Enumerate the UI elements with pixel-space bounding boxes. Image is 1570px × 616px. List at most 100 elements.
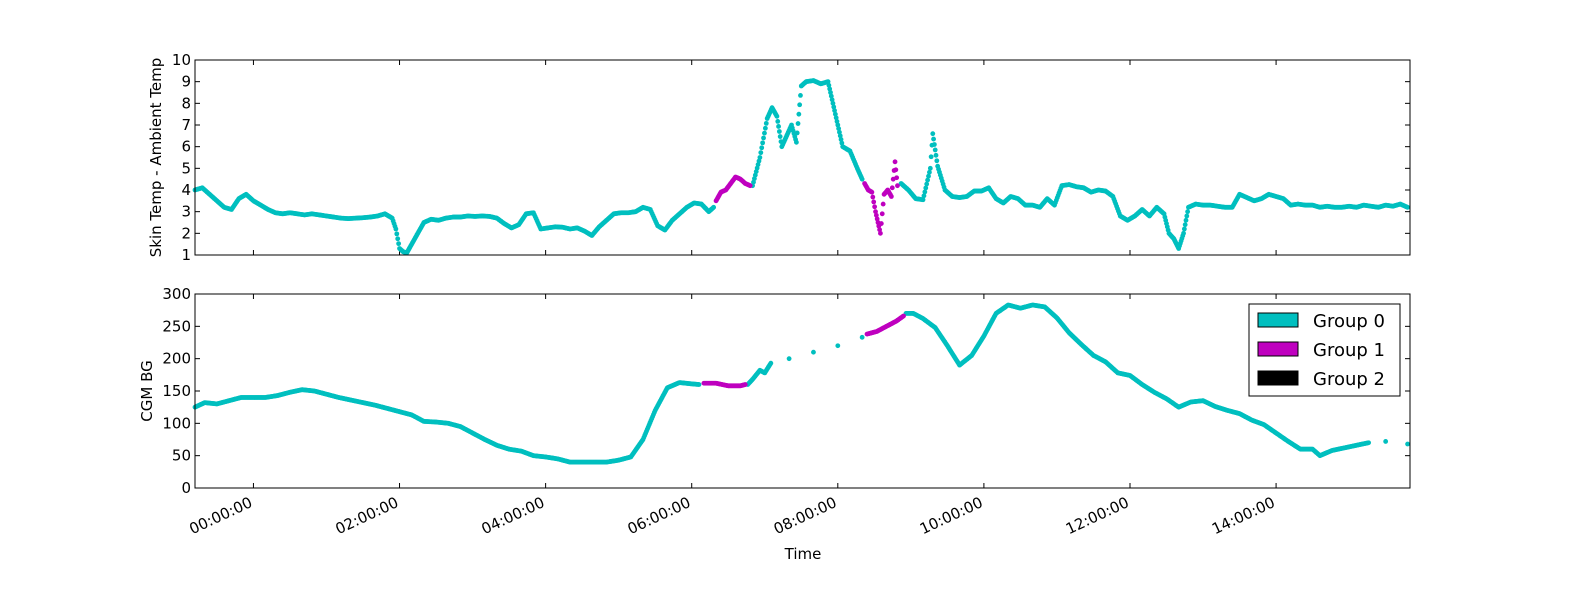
data-point <box>837 133 843 139</box>
data-point <box>878 221 884 226</box>
data-point <box>742 382 748 387</box>
data-point <box>934 158 940 164</box>
data-point <box>762 125 768 131</box>
top-y-tick-label: 4 <box>181 181 191 199</box>
data-point <box>859 334 865 340</box>
data-point <box>1184 213 1190 219</box>
series-group-0 <box>192 78 1410 256</box>
data-point <box>775 118 781 124</box>
data-point <box>880 201 886 207</box>
top-y-tick-label: 2 <box>181 224 191 242</box>
data-point <box>1405 204 1410 210</box>
data-point <box>828 90 833 95</box>
data-point <box>889 185 895 191</box>
data-point <box>872 204 878 210</box>
data-point <box>759 145 765 151</box>
data-point <box>826 82 832 88</box>
cgm-bg-subplot: 0 50 100 150 200 250 300 00:00:00 02:00:00 04:00… <box>138 285 1411 563</box>
bottom-y-axis-label: CGM BG <box>138 360 156 421</box>
x-tick-label: 10:00:00 <box>917 493 986 538</box>
data-point <box>888 194 894 199</box>
data-point <box>786 356 792 362</box>
bottom-y-tick-label: 100 <box>162 414 191 432</box>
data-point <box>871 199 877 205</box>
data-point <box>879 211 885 217</box>
data-point <box>762 130 767 136</box>
data-point <box>859 176 865 182</box>
data-point <box>930 131 936 137</box>
data-point <box>927 165 933 171</box>
data-point <box>921 193 927 199</box>
legend: Group 0 Group 1 Group 2 <box>1248 303 1401 397</box>
data-point <box>832 108 837 113</box>
data-point <box>892 159 898 165</box>
data-point <box>920 197 926 203</box>
data-point <box>931 136 936 142</box>
bottom-plot-area <box>195 294 1410 488</box>
data-point <box>776 124 781 129</box>
bottom-y-tick-label: 150 <box>162 382 191 400</box>
bottom-y-axis-ticks: 0 50 100 150 200 250 300 <box>162 285 1410 497</box>
data-point <box>873 212 879 218</box>
skin-temp-subplot: 1 2 3 4 5 6 7 8 9 10 Skin Temp - Ambient Temp <box>147 51 1411 264</box>
data-point <box>1383 439 1389 444</box>
data-point <box>794 139 799 145</box>
top-plot-area <box>195 60 1410 255</box>
data-point <box>768 360 774 366</box>
data-point <box>893 167 899 173</box>
data-point <box>832 111 838 117</box>
data-point <box>873 209 878 215</box>
data-point <box>895 183 900 189</box>
data-point <box>825 79 831 85</box>
top-y-tick-label: 9 <box>181 73 191 91</box>
series-group-1 <box>701 313 906 389</box>
data-point <box>869 189 875 195</box>
top-data-points <box>192 78 1410 256</box>
data-point <box>925 177 930 183</box>
top-x-axis-ticks <box>252 60 1277 255</box>
bottom-y-tick-label: 50 <box>172 447 191 465</box>
data-point <box>1183 217 1189 223</box>
top-y-tick-label: 1 <box>181 246 191 264</box>
data-point <box>811 349 816 355</box>
data-point <box>763 120 769 126</box>
data-point <box>711 204 717 210</box>
top-y-tick-label: 5 <box>181 159 191 177</box>
data-point <box>747 183 753 189</box>
data-point <box>928 154 934 160</box>
top-y-tick-label: 3 <box>181 203 191 221</box>
data-point <box>760 140 766 146</box>
top-y-tick-label: 8 <box>181 94 191 112</box>
data-point <box>870 194 876 200</box>
legend-label-group-2: Group 2 <box>1313 369 1385 390</box>
data-point <box>933 152 939 158</box>
data-point <box>1185 209 1191 215</box>
data-point <box>877 227 882 233</box>
data-point <box>926 173 931 179</box>
data-point <box>878 230 883 236</box>
data-point <box>829 97 835 103</box>
data-point <box>927 169 932 175</box>
x-tick-label: 08:00:00 <box>771 493 840 538</box>
data-point <box>776 129 782 134</box>
data-point <box>1405 441 1410 447</box>
data-point <box>394 231 400 237</box>
legend-swatch-group-1 <box>1257 341 1299 357</box>
data-point <box>830 100 836 106</box>
data-point <box>1182 222 1188 228</box>
legend-label-group-0: Group 0 <box>1313 311 1385 332</box>
data-point <box>795 121 801 126</box>
top-y-tick-label: 6 <box>181 138 191 156</box>
data-point <box>696 382 702 387</box>
x-tick-label: 14:00:00 <box>1209 493 1278 538</box>
data-point <box>761 135 766 141</box>
data-point <box>797 102 803 108</box>
x-tick-label: 12:00:00 <box>1063 493 1132 538</box>
data-point <box>839 140 845 146</box>
bottom-y-tick-label: 0 <box>181 479 191 497</box>
top-y-tick-label: 10 <box>172 51 191 69</box>
data-point <box>827 86 833 92</box>
data-point <box>796 111 802 117</box>
series-group-1 <box>713 159 900 236</box>
